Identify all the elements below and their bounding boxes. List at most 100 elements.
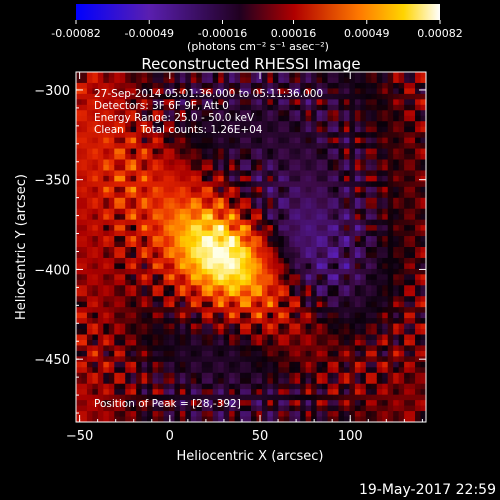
heatmap-cell [289, 93, 296, 100]
heatmap-cell [256, 181, 263, 188]
heatmap-cell [415, 361, 421, 368]
heatmap-cell [185, 181, 192, 188]
heatmap-cell [81, 203, 88, 210]
heatmap-cell [360, 400, 367, 406]
heatmap-cell [311, 361, 318, 368]
heatmap-cell [240, 154, 246, 160]
heatmap-cell [376, 214, 383, 221]
heatmap-cell [163, 334, 170, 341]
heatmap-cell [229, 383, 235, 390]
heatmap-cell [283, 361, 290, 368]
heatmap-cell [190, 323, 197, 330]
heatmap-cell [376, 372, 383, 379]
heatmap-cell [168, 252, 175, 259]
heatmap-cell [240, 143, 246, 149]
heatmap-cell [272, 203, 279, 210]
heatmap-cell [251, 208, 257, 215]
heatmap-cell [158, 383, 164, 390]
heatmap-cell [201, 175, 208, 182]
heatmap-cell [294, 383, 301, 390]
heatmap-cell [92, 400, 99, 406]
heatmap-cell [119, 247, 126, 253]
heatmap-cell [283, 405, 290, 412]
heatmap-cell [92, 296, 99, 303]
heatmap-cell [196, 350, 203, 357]
heatmap-cell [349, 389, 356, 396]
heatmap-cell [338, 378, 345, 385]
heatmap-cell [283, 186, 290, 193]
heatmap-cell [163, 372, 170, 379]
heatmap-cell [327, 137, 334, 144]
heatmap-cell [300, 170, 307, 177]
heatmap-cell [212, 143, 219, 149]
heatmap-cell [343, 104, 350, 111]
heatmap-cell [125, 148, 132, 155]
heatmap-cell [272, 77, 279, 84]
heatmap-cell [136, 186, 143, 193]
heatmap-cell [305, 137, 312, 144]
heatmap-cell [311, 257, 318, 264]
heatmap-cell [300, 236, 307, 242]
heatmap-cell [261, 197, 268, 204]
heatmap-cell [404, 307, 410, 314]
heatmap-cell [179, 274, 186, 281]
heatmap-cell [261, 361, 268, 368]
heatmap-cell [333, 268, 339, 275]
heatmap-cell [174, 279, 181, 286]
heatmap-cell [289, 236, 296, 242]
heatmap-cell [338, 268, 345, 275]
heatmap-cell [103, 372, 110, 379]
heatmap-cell [294, 208, 301, 215]
heatmap-cell [251, 241, 257, 248]
heatmap-cell [136, 72, 143, 78]
heatmap-cell [398, 104, 405, 111]
heatmap-cell [360, 307, 367, 314]
heatmap-cell [179, 132, 186, 139]
heatmap-cell [163, 405, 170, 412]
heatmap-cell [234, 361, 241, 368]
heatmap-cell [163, 104, 170, 111]
heatmap-cell [256, 312, 263, 319]
heatmap-cell [207, 383, 214, 390]
heatmap-cell [251, 279, 257, 286]
heatmap-cell [212, 312, 219, 319]
heatmap-cell [103, 170, 110, 177]
heatmap-cell [338, 214, 345, 221]
heatmap-cell [245, 164, 252, 171]
heatmap-cell [300, 148, 307, 155]
clean-counts-text: Clean Total counts: 1.26E+04 [94, 124, 263, 136]
heatmap-cell [316, 252, 323, 259]
heatmap-cell [97, 164, 104, 171]
heatmap-cell [393, 345, 400, 352]
heatmap-cell [415, 372, 421, 379]
heatmap-cell [360, 110, 367, 117]
heatmap-cell [76, 115, 82, 122]
heatmap-cell [415, 164, 421, 171]
heatmap-cell [333, 88, 339, 95]
heatmap-cell [86, 137, 93, 144]
heatmap-cell [409, 143, 416, 149]
heatmap-cell [278, 405, 285, 412]
heatmap-cell [163, 400, 170, 406]
heatmap-cell [240, 372, 246, 379]
heatmap-cell [163, 82, 170, 89]
heatmap-cell [251, 93, 257, 100]
heatmap-cell [289, 400, 296, 406]
heatmap-cell [398, 257, 405, 264]
heatmap-cell [376, 361, 383, 368]
heatmap-cell [327, 72, 334, 78]
heatmap-cell [305, 241, 312, 248]
heatmap-cell [158, 208, 164, 215]
heatmap-cell [398, 197, 405, 204]
heatmap-cell [289, 405, 296, 412]
heatmap-cell [158, 99, 164, 106]
heatmap-cell [305, 416, 312, 422]
heatmap-cell [234, 312, 241, 319]
heatmap-cell [283, 257, 290, 264]
heatmap-cell [212, 318, 219, 324]
heatmap-cell [376, 296, 383, 303]
heatmap-cell [152, 323, 159, 330]
heatmap-cell [311, 252, 318, 259]
heatmap-cell [371, 416, 378, 422]
heatmap-cell [272, 356, 279, 363]
